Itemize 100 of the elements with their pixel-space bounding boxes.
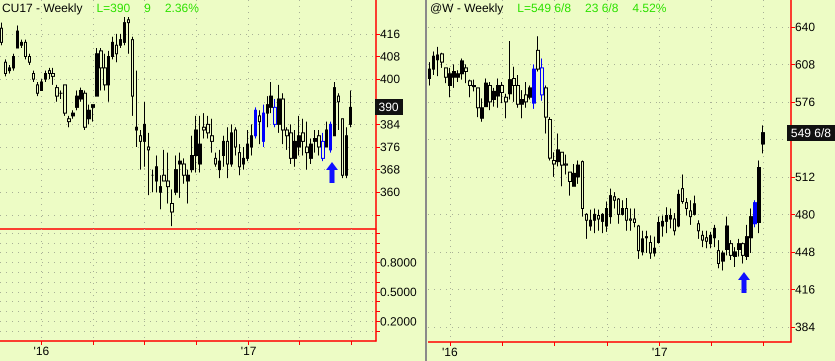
y-tick-label: 400 [380, 72, 400, 86]
candlestick [713, 224, 716, 248]
candlestick [685, 197, 688, 216]
candlestick [174, 154, 178, 196]
annotation: 549 6/8 [786, 124, 835, 141]
y-tick-label: 368 [380, 162, 400, 177]
candlestick [51, 67, 55, 86]
y-tick-label: 408 [380, 50, 400, 64]
candlestick [689, 200, 692, 226]
candlestick [532, 64, 536, 110]
candlestick [44, 70, 47, 82]
candlestick [127, 16, 130, 54]
candlestick [665, 206, 668, 234]
y-tick-label: 640 [795, 20, 816, 34]
candlestick [697, 220, 700, 240]
x-tick-label: '17 [240, 344, 257, 358]
annotation: 390 [374, 99, 403, 116]
candlestick [258, 110, 261, 145]
chart-title: @W - Weekly [430, 1, 504, 15]
y-tick-label: 384 [795, 320, 816, 334]
candlestick [135, 70, 138, 148]
candlestick [12, 53, 15, 72]
candlestick [166, 152, 170, 204]
candlestick [63, 84, 67, 116]
y-tick-label: 416 [380, 26, 400, 41]
candlestick [262, 104, 265, 148]
candlestick [36, 81, 39, 97]
y-tick-label: 0.5000 [380, 284, 418, 299]
candlestick [341, 118, 344, 179]
candlestick [333, 81, 336, 136]
candlestick [178, 152, 182, 198]
candlestick [468, 79, 472, 98]
candlestick [16, 24, 19, 49]
annotation: 23 6/8 [585, 1, 618, 15]
candlestick [155, 154, 158, 193]
candlestick [147, 132, 150, 196]
candlestick [500, 81, 504, 104]
candlestick [254, 106, 257, 140]
candlestick [194, 115, 198, 173]
candlestick [329, 121, 332, 154]
candlestick [705, 230, 708, 249]
y-tick-label: 480 [795, 207, 816, 222]
candlestick [653, 236, 656, 257]
candlestick [448, 67, 452, 98]
y-tick-label: 376 [380, 140, 400, 154]
y-tick-label: 360 [380, 185, 400, 200]
candlestick [75, 90, 79, 111]
candlestick [32, 70, 35, 82]
y-tick-label: 512 [795, 170, 816, 184]
candlestick [83, 90, 87, 131]
annotation: L=390 [96, 1, 130, 15]
candlestick [321, 132, 325, 162]
candlestick [649, 234, 652, 260]
candlestick [484, 78, 488, 108]
candlestick [476, 87, 480, 118]
y-tick-label: 576 [795, 94, 816, 109]
candlestick [273, 98, 277, 128]
candlestick [198, 115, 202, 173]
candlestick [91, 104, 95, 122]
candlestick [657, 216, 660, 244]
y-tick-label: 0.8000 [380, 255, 418, 270]
y-tick-label: 416 [795, 282, 816, 296]
candlestick [115, 33, 118, 63]
candlestick [496, 78, 500, 108]
x-tick-label: '16 [34, 344, 50, 358]
candlestick [238, 144, 241, 176]
candlestick [349, 90, 352, 128]
candlestick [210, 118, 214, 154]
candlestick [325, 121, 328, 148]
candlestick [170, 188, 174, 227]
annotation: 4.52% [632, 1, 666, 15]
candlestick [460, 58, 464, 80]
candlestick [645, 230, 648, 254]
y-tick-label: 608 [795, 57, 816, 72]
candlestick [95, 48, 99, 97]
candlestick [701, 230, 704, 248]
chart-title: CU17 - Weekly [2, 1, 82, 15]
y-tick-label: 384 [380, 117, 400, 132]
candlestick [289, 124, 293, 164]
candlestick [625, 197, 628, 232]
candlestick [488, 81, 492, 111]
candlestick [143, 101, 146, 168]
candlestick [761, 124, 765, 154]
candlestick [4, 58, 7, 77]
candlestick [597, 209, 600, 232]
candlestick [55, 84, 59, 102]
candlestick [202, 112, 206, 140]
annotation: 2.36% [164, 1, 199, 15]
annotation: 9 [144, 1, 151, 15]
candlestick [637, 224, 640, 260]
annotation: L=549 6/8 [517, 1, 572, 15]
candlestick [0, 22, 3, 46]
candlestick [305, 121, 309, 170]
y-tick-label: 0.2000 [380, 314, 418, 328]
candlestick [753, 200, 757, 228]
candlestick [218, 149, 221, 179]
candlestick [585, 212, 588, 240]
y-tick-label: 448 [795, 244, 816, 259]
x-tick-label: '17 [652, 345, 668, 359]
candlestick [226, 126, 229, 179]
